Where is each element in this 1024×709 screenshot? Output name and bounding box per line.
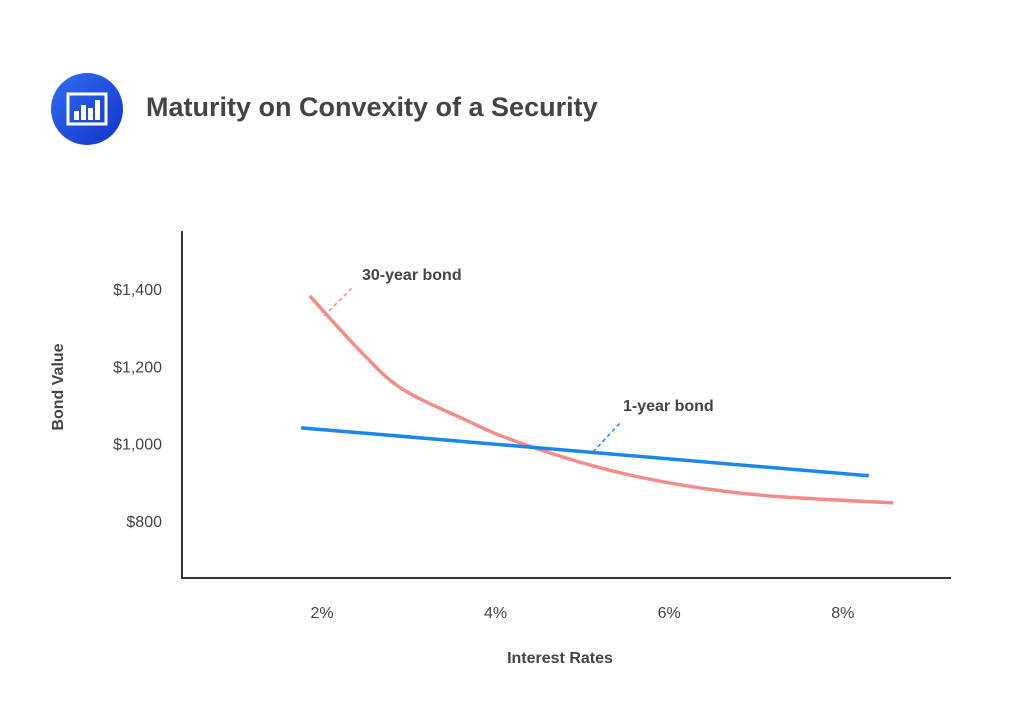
- annotation-leader-1-year: [592, 422, 621, 453]
- annotation-leader-30-year: [323, 286, 354, 317]
- x-axis-label: Interest Rates: [507, 650, 613, 667]
- y-tick-label: $1,400: [113, 282, 162, 299]
- x-tick-label: 8%: [831, 605, 854, 622]
- y-tick-label: $1,000: [113, 437, 162, 454]
- page-title: Maturity on Convexity of a Security: [146, 92, 598, 122]
- x-tick-label: 2%: [310, 605, 333, 622]
- bar-chart-icon: [51, 73, 123, 145]
- y-axis-label: Bond Value: [50, 343, 67, 430]
- x-tick-label: 4%: [484, 605, 507, 622]
- x-tick-label: 6%: [658, 605, 681, 622]
- annotation-1-year-bond: 1-year bond: [623, 398, 714, 415]
- y-tick-label: $800: [126, 514, 162, 531]
- annotation-30-year-bond: 30-year bond: [362, 267, 462, 284]
- series-line-1-year-bond: [301, 426, 869, 478]
- y-tick-label: $1,200: [113, 359, 162, 376]
